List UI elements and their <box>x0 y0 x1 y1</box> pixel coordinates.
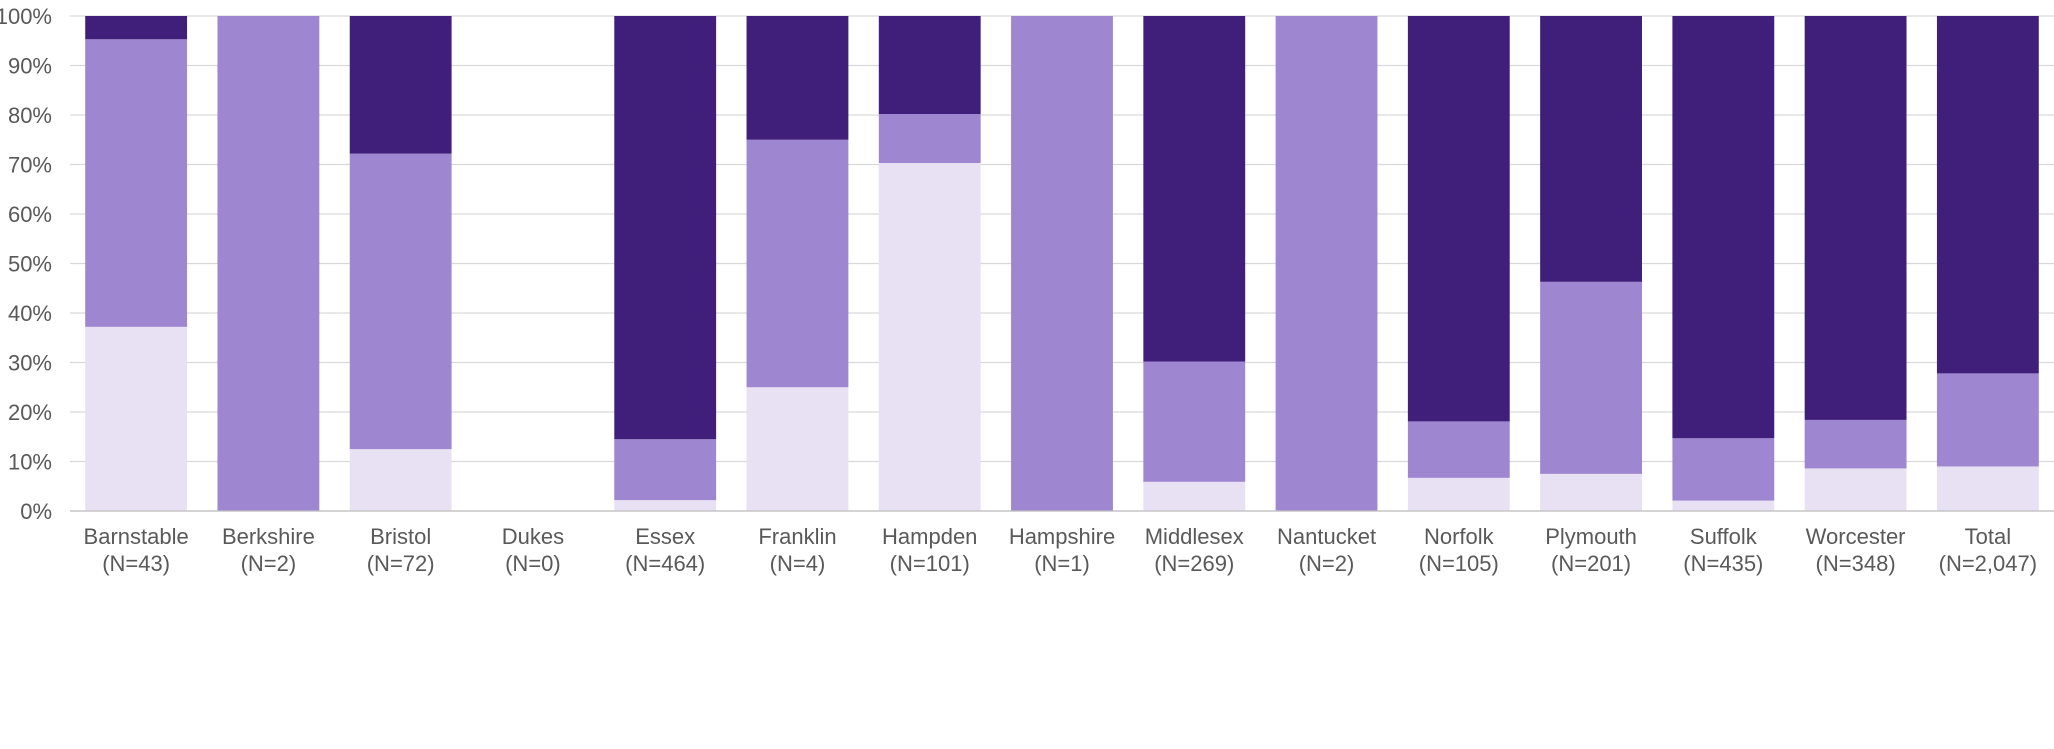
bar-segment <box>614 16 717 440</box>
x-axis-category-labels: Barnstable(N=43)Berkshire(N=2)Bristol(N=… <box>84 524 2038 576</box>
bar-segment <box>1936 466 2039 511</box>
category-count-label: (N=2) <box>1299 551 1355 576</box>
category-count-label: (N=105) <box>1419 551 1499 576</box>
category-count-label: (N=4) <box>770 551 826 576</box>
category-count-label: (N=464) <box>625 551 705 576</box>
category-label: Total <box>1965 524 2011 549</box>
category-count-label: (N=201) <box>1551 551 1631 576</box>
bar-segment <box>1672 438 1775 501</box>
category-count-label: (N=348) <box>1816 551 1896 576</box>
bar-segment <box>85 16 188 40</box>
bar-segment <box>85 326 188 511</box>
category-label: Dukes <box>502 524 564 549</box>
bar-segment <box>746 139 849 388</box>
y-tick-label: 60% <box>8 202 52 227</box>
category-count-label: (N=101) <box>890 551 970 576</box>
bar-segment <box>1143 481 1246 511</box>
y-tick-label: 40% <box>8 301 52 326</box>
category-count-label: (N=2,047) <box>1939 551 2037 576</box>
category-count-label: (N=0) <box>505 551 561 576</box>
category-label: Nantucket <box>1277 524 1376 549</box>
bar-segment <box>878 114 981 164</box>
bar-segment <box>614 439 717 501</box>
category-label: Essex <box>635 524 695 549</box>
bar-segment <box>1407 16 1510 422</box>
bar-segment <box>85 39 188 327</box>
bar-segment <box>1407 477 1510 511</box>
category-label: Hampshire <box>1009 524 1115 549</box>
bar-segment <box>1672 16 1775 439</box>
category-label: Berkshire <box>222 524 315 549</box>
bar-segment <box>1804 468 1907 511</box>
bar-segment <box>349 449 452 511</box>
y-tick-label: 70% <box>8 153 52 178</box>
category-count-label: (N=72) <box>367 551 435 576</box>
bar-segment <box>1540 281 1642 474</box>
bar-segment <box>1804 419 1907 469</box>
bar-segment <box>1804 16 1907 420</box>
y-tick-label: 20% <box>8 400 52 425</box>
y-tick-label: 80% <box>8 103 52 128</box>
category-label: Worcester <box>1806 524 1906 549</box>
bar-segment <box>1936 373 2039 467</box>
category-label: Hampden <box>882 524 977 549</box>
bar-segment <box>746 16 849 140</box>
y-tick-label: 30% <box>8 351 52 376</box>
category-count-label: (N=1) <box>1034 551 1090 576</box>
bar-segment <box>217 16 320 511</box>
y-tick-label: 90% <box>8 54 52 79</box>
bar-segment <box>878 163 981 511</box>
category-count-label: (N=435) <box>1683 551 1763 576</box>
category-count-label: (N=2) <box>241 551 297 576</box>
bars <box>85 16 2039 511</box>
category-count-label: (N=269) <box>1154 551 1234 576</box>
category-label: Plymouth <box>1545 524 1637 549</box>
bar-segment <box>878 16 981 115</box>
bar-segment <box>1540 473 1642 511</box>
y-tick-label: 100% <box>0 4 52 29</box>
category-count-label: (N=43) <box>102 551 170 576</box>
category-label: Norfolk <box>1424 524 1495 549</box>
y-axis-tick-labels: 0% 10% 20% 30% 40% 50% 60% 70% 80% 90% 100% <box>0 4 52 524</box>
bar-segment <box>614 500 717 511</box>
category-label: Franklin <box>758 524 836 549</box>
category-label: Middlesex <box>1145 524 1244 549</box>
y-tick-label: 10% <box>8 450 52 475</box>
bar-segment <box>1143 16 1246 362</box>
bar-segment <box>1672 500 1775 511</box>
bar-segment <box>349 16 452 154</box>
category-label: Bristol <box>370 524 431 549</box>
bar-segment <box>746 387 849 511</box>
bar-segment <box>1143 361 1246 482</box>
bar-segment <box>349 153 452 450</box>
category-label: Barnstable <box>84 524 189 549</box>
bar-segment <box>1936 16 2039 374</box>
bar-segment <box>1407 421 1510 478</box>
category-label: Suffolk <box>1690 524 1758 549</box>
bar-segment <box>1540 16 1642 282</box>
y-tick-label: 50% <box>8 252 52 277</box>
bar-segment <box>1275 16 1378 511</box>
bar-segment <box>1011 16 1113 511</box>
y-tick-label: 0% <box>20 499 52 524</box>
